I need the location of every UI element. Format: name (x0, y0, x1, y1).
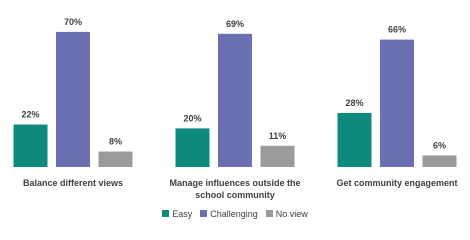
bar (98, 151, 133, 167)
value-label: 66% (388, 25, 406, 35)
legend-item: No view (265, 209, 308, 219)
bar (380, 39, 414, 168)
legend-label: Easy (172, 209, 193, 219)
legend-swatch (162, 210, 170, 217)
bar (13, 124, 48, 167)
plot: 22% 70% 8% 20% 69% 11% 28% 66% 6% (13, 17, 457, 168)
value-label: 69% (226, 19, 244, 29)
value-label: 6% (433, 140, 446, 150)
x-tick-label: Manage influences outside the school com… (169, 178, 301, 200)
legend: Easy Challenging No view (0, 209, 470, 219)
value-label: 70% (64, 17, 82, 27)
legend-label: Challenging (210, 209, 258, 219)
legend-item: Easy (162, 209, 192, 219)
value-label: 8% (109, 137, 122, 147)
value-label: 11% (269, 131, 287, 141)
x-tick-label: Get community engagement (336, 178, 458, 188)
legend-label: No view (275, 209, 308, 219)
legend-swatch (200, 210, 208, 217)
bar (175, 128, 210, 167)
bar (218, 33, 252, 167)
legend-item: Challenging (200, 209, 258, 219)
x-tick-label: Balance different views (22, 178, 124, 188)
chart: 22% 70% 8% 20% 69% 11% 28% 66% 6% Easy Challengin… (0, 17, 470, 219)
legend-swatch (265, 210, 273, 217)
bar (337, 112, 372, 167)
bar (260, 145, 295, 167)
value-label: 28% (345, 98, 363, 108)
value-label: 22% (21, 110, 39, 120)
bar (422, 155, 457, 167)
value-label: 20% (183, 113, 201, 123)
bar (56, 31, 90, 168)
